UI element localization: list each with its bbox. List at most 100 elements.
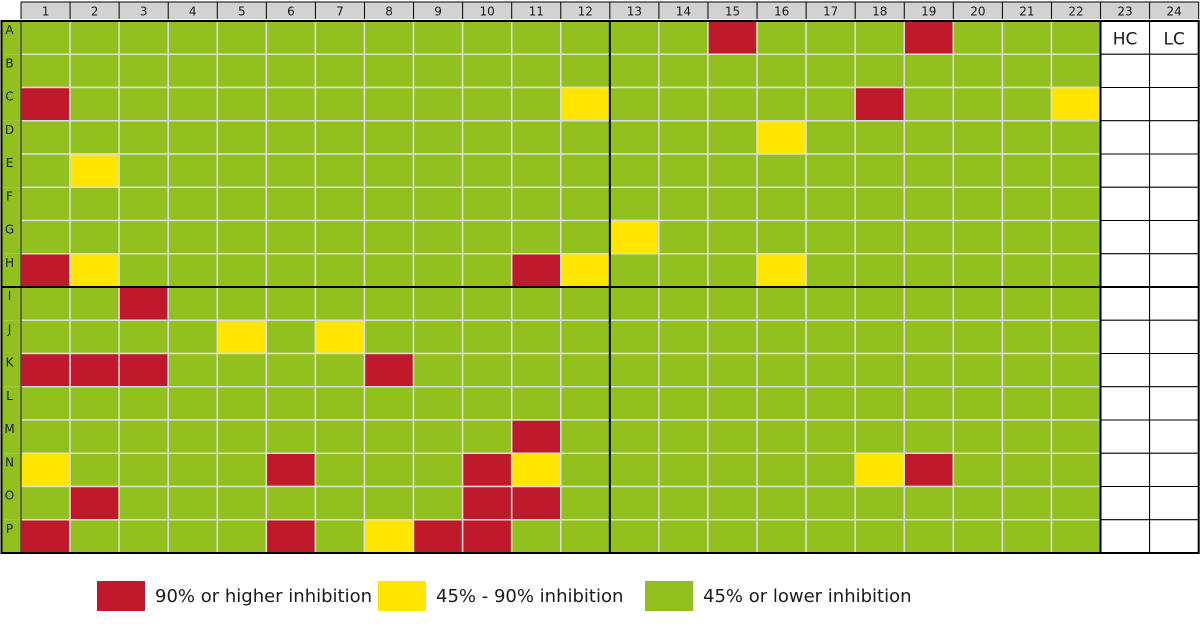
well-F13 — [609, 186, 660, 222]
well-D6 — [265, 120, 317, 155]
well-G22 — [1050, 219, 1102, 255]
well-G23 — [1100, 220, 1151, 255]
column-header-24: 24 — [1167, 5, 1182, 19]
well-O2 — [69, 485, 120, 521]
well-H1 — [20, 253, 71, 288]
well-N24 — [1149, 452, 1200, 487]
well-C19 — [903, 86, 955, 122]
well-O23 — [1100, 486, 1151, 521]
plate-border — [0, 20, 1200, 554]
well-K13 — [609, 352, 660, 388]
row-label-cell-A — [1, 21, 21, 55]
well-J20 — [952, 319, 1004, 355]
row-label-cell-C — [1, 87, 21, 121]
well-G14 — [658, 219, 709, 255]
well-J10 — [461, 319, 513, 355]
column-header-15: 15 — [725, 5, 740, 19]
well-H11 — [510, 253, 562, 288]
well-A4 — [167, 20, 219, 55]
well-F9 — [412, 186, 464, 222]
well-C13 — [609, 86, 660, 122]
well-K20 — [952, 352, 1004, 388]
well-I6 — [265, 286, 317, 321]
row-label-cell-L — [1, 386, 21, 420]
well-A18 — [854, 20, 906, 55]
row-label-cell-D — [1, 120, 21, 154]
well-L13 — [609, 386, 660, 421]
well-C16 — [756, 86, 807, 122]
well-L7 — [314, 386, 366, 421]
well-B19 — [903, 53, 955, 89]
well-I18 — [854, 286, 906, 321]
well-J12 — [560, 319, 611, 355]
well-I5 — [216, 286, 268, 321]
well-E21 — [1001, 153, 1053, 188]
column-header-14: 14 — [676, 5, 691, 19]
well-O13 — [609, 485, 660, 521]
well-G20 — [952, 219, 1004, 255]
well-N6 — [265, 452, 317, 488]
well-F14 — [658, 186, 709, 222]
well-B18 — [854, 53, 906, 89]
well-J7 — [314, 319, 366, 355]
row-label-P: P — [6, 522, 13, 536]
well-H17 — [805, 253, 856, 288]
well-K16 — [756, 352, 807, 388]
legend-swatch-mid — [378, 581, 426, 611]
well-E18 — [854, 153, 906, 188]
well-B22 — [1050, 53, 1102, 89]
well-M6 — [265, 419, 317, 454]
column-header-8: 8 — [385, 5, 393, 19]
well-K6 — [265, 352, 317, 388]
well-E2 — [69, 153, 120, 188]
well-A3 — [118, 20, 169, 55]
well-F7 — [314, 186, 366, 222]
well-P3 — [118, 519, 169, 554]
well-C18 — [854, 86, 906, 122]
well-O16 — [756, 485, 807, 521]
row-label-E: E — [6, 156, 14, 170]
column-header-22: 22 — [1068, 5, 1083, 19]
well-H14 — [658, 253, 709, 288]
legend-swatch-low — [645, 581, 693, 611]
legend-label-mid: 45% - 90% inhibition — [436, 585, 624, 607]
well-K17 — [805, 352, 856, 388]
well-L1 — [20, 386, 71, 421]
well-F12 — [560, 186, 611, 222]
well-J19 — [903, 319, 955, 355]
row-label-L: L — [6, 389, 13, 403]
well-G8 — [363, 219, 415, 255]
well-F3 — [118, 186, 169, 222]
row-label-cell-O — [1, 486, 21, 520]
well-H21 — [1001, 253, 1053, 288]
well-G11 — [510, 219, 562, 255]
well-C14 — [658, 86, 709, 122]
column-header-11: 11 — [529, 5, 544, 19]
well-B17 — [805, 53, 856, 89]
well-D21 — [1001, 120, 1053, 155]
well-O11 — [510, 485, 562, 521]
well-P13 — [609, 519, 660, 554]
well-M20 — [952, 419, 1004, 454]
well-L12 — [560, 386, 611, 421]
well-H19 — [903, 253, 955, 288]
well-L8 — [363, 386, 415, 421]
well-H6 — [265, 253, 317, 288]
well-I16 — [756, 286, 807, 321]
well-G2 — [69, 219, 120, 255]
well-L11 — [510, 386, 562, 421]
well-K12 — [560, 352, 611, 388]
row-label-A: A — [5, 23, 14, 37]
row-label-H: H — [5, 256, 14, 270]
well-K18 — [854, 352, 906, 388]
row-label-cell-G — [1, 220, 21, 254]
well-N15 — [707, 452, 758, 488]
well-P10 — [461, 519, 513, 554]
well-A22 — [1050, 20, 1102, 55]
well-D17 — [805, 120, 856, 155]
well-I24 — [1149, 286, 1200, 321]
well-F8 — [363, 186, 415, 222]
well-H2 — [69, 253, 120, 288]
row-label-cell-I — [1, 287, 21, 321]
well-N23 — [1100, 452, 1151, 487]
